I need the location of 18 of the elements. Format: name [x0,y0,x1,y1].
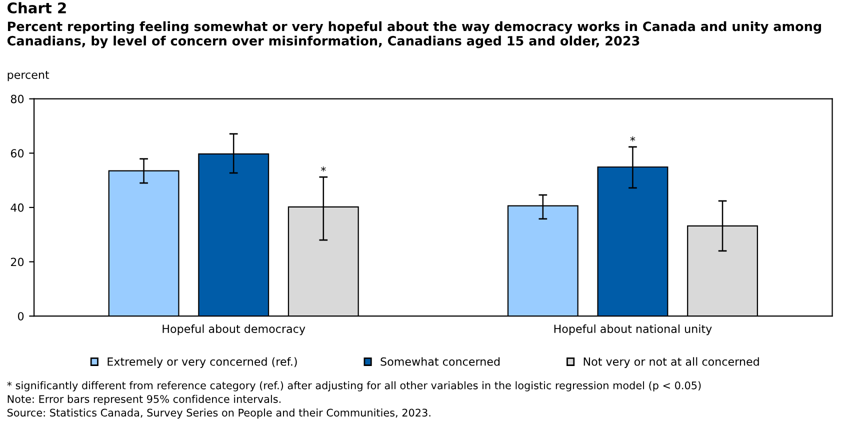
text: * significantly different from reference category (ref.) after adjusting for all other variables in the logistic regression model (p < 0.05) [7,381,701,392]
chart-title: Chart 2 [8,2,66,14]
x-tick-label: Hopeful about national unity [554,324,712,336]
annotation: * [320,166,326,172]
y-tick-label: 80 [10,94,24,104]
legend-label: Not very or not at all concerned [584,357,759,368]
y-tick-label: 60 [10,149,24,158]
y-tick-label: 40 [10,203,24,212]
y-axis-title: percent [8,71,50,82]
annotation: * [630,136,636,142]
text: Note: Error bars represent 95% confidence intervals. [8,394,280,405]
source-note: Source: Statistics Canada, Survey Series on People and their Communities, 2023. [7,408,430,419]
legend-label: Somewhat concerned [380,357,500,366]
legend-label: Extremely or very concerned (ref.) [108,357,297,368]
x-tick-label: Hopeful about democracy [162,324,306,336]
chart-subtitle: Percent reporting feeling somewhat or very hopeful about the way democracy works in Canada and unity among Canadians, by level of concern over misinformation, Canadians aged 15 and older, 2023 [7,21,822,48]
y-tick-label: 20 [10,258,24,266]
y-tick-label: 0 [18,312,24,320]
